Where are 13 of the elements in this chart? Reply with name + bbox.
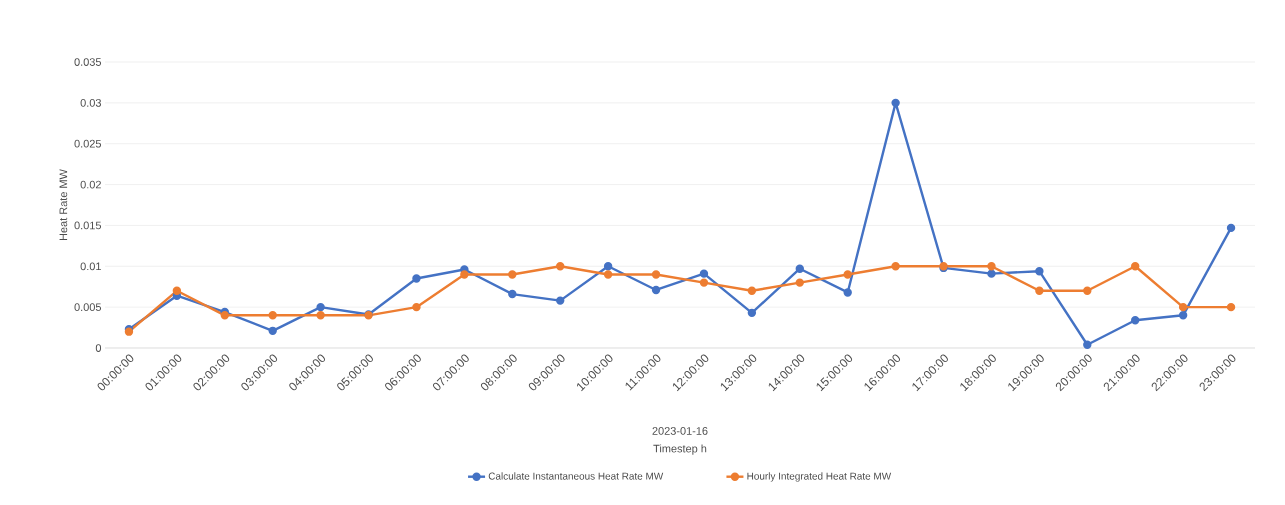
y-tick-label: 0.01 bbox=[80, 262, 101, 271]
y-tick-label: 0 bbox=[95, 344, 102, 352]
y-tick-label: 0.02 bbox=[80, 180, 101, 189]
x-axis-title: Timestep h bbox=[653, 444, 707, 455]
text: 2023-01-16 bbox=[652, 427, 708, 435]
y-tick-label: 0.025 bbox=[74, 139, 102, 148]
y-tick-label: 0.015 bbox=[74, 221, 102, 230]
legend-label: Calculate Instantaneous Heat Rate MW bbox=[488, 472, 664, 480]
y-tick-label: 0.035 bbox=[74, 58, 102, 66]
legend-label: Hourly Integrated Heat Rate MW bbox=[747, 472, 892, 482]
y-axis-title: Heat Rate MW bbox=[59, 169, 68, 241]
y-tick-label: 0.03 bbox=[80, 98, 101, 107]
y-tick-label: 0.005 bbox=[74, 303, 102, 312]
